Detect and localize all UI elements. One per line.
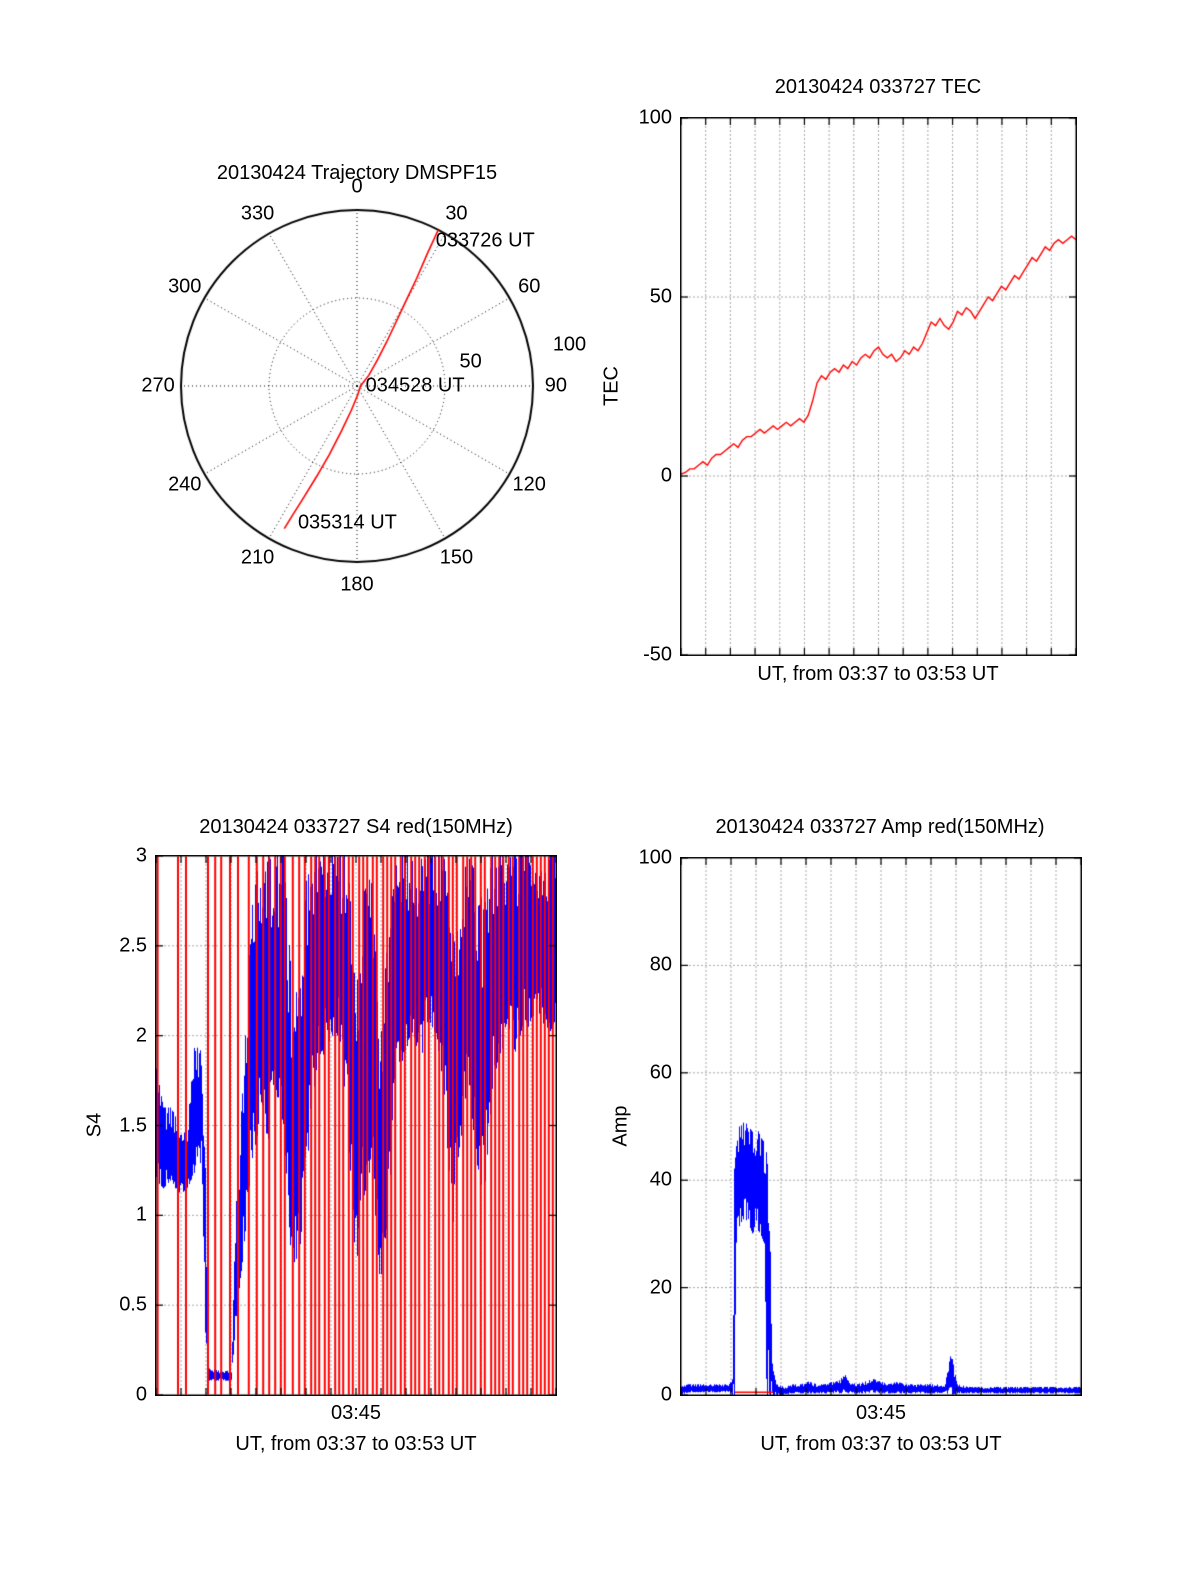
polar-azimuth-tick-210: 210 bbox=[240, 546, 275, 569]
polar-plot-canvas bbox=[157, 186, 557, 586]
polar-plot-title: 20130424 Trajectory DMSPF15 bbox=[216, 162, 498, 184]
amp-plot-title: 20130424 033727 Amp red(150MHz) bbox=[715, 816, 1045, 838]
tec-plot-canvas bbox=[680, 117, 1077, 656]
polar-azimuth-tick-180: 180 bbox=[340, 573, 374, 596]
amp-x-tick-label: 03:45 bbox=[855, 1402, 907, 1424]
amp-ytick-80: 80 bbox=[649, 953, 672, 976]
tec-ytick--50: -50 bbox=[643, 643, 672, 666]
s4-plot-title: 20130424 033727 S4 red(150MHz) bbox=[199, 816, 513, 838]
tec-ytick-50: 50 bbox=[649, 285, 672, 308]
tec-plot-title: 20130424 033727 TEC bbox=[774, 76, 982, 98]
polar-azimuth-tick-270: 270 bbox=[141, 374, 175, 397]
amp-x-axis-label: UT, from 03:37 to 03:53 UT bbox=[760, 1433, 1002, 1455]
polar-azimuth-tick-330: 330 bbox=[240, 202, 275, 225]
amp-y-axis-label: Amp bbox=[609, 1105, 632, 1147]
amp-ytick-40: 40 bbox=[649, 1168, 672, 1191]
s4-ytick-0: 0 bbox=[135, 1383, 147, 1406]
polar-radial-tick-50: 50 bbox=[459, 350, 482, 373]
s4-ytick-2: 2 bbox=[135, 1024, 147, 1047]
polar-azimuth-tick-300: 300 bbox=[168, 275, 202, 298]
tec-y-axis-label: TEC bbox=[600, 366, 623, 406]
polar-azimuth-tick-120: 120 bbox=[512, 473, 546, 496]
polar-azimuth-tick-90: 90 bbox=[544, 374, 567, 397]
s4-x-axis-label: UT, from 03:37 to 03:53 UT bbox=[235, 1433, 477, 1455]
polar-azimuth-tick-0: 0 bbox=[351, 175, 363, 198]
polar-azimuth-tick-30: 30 bbox=[445, 202, 468, 225]
polar-annotation-0: 033726 UT bbox=[435, 229, 535, 252]
s4-ytick-2.5: 2.5 bbox=[119, 934, 147, 957]
amp-ytick-0: 0 bbox=[660, 1383, 672, 1406]
tec-ytick-100: 100 bbox=[638, 106, 672, 129]
tec-x-axis-label: UT, from 03:37 to 03:53 UT bbox=[757, 663, 999, 685]
amp-ytick-100: 100 bbox=[638, 846, 672, 869]
s4-ytick-3: 3 bbox=[135, 844, 147, 867]
s4-x-tick-label: 03:45 bbox=[330, 1402, 382, 1424]
amp-ytick-60: 60 bbox=[649, 1061, 672, 1084]
amp-plot-canvas bbox=[680, 857, 1082, 1396]
polar-azimuth-tick-150: 150 bbox=[439, 546, 474, 569]
polar-radial-tick-100: 100 bbox=[552, 333, 587, 356]
s4-plot-canvas bbox=[155, 855, 557, 1396]
polar-azimuth-tick-60: 60 bbox=[518, 275, 541, 298]
s4-ytick-1: 1 bbox=[135, 1203, 147, 1226]
polar-annotation-2: 035314 UT bbox=[297, 511, 397, 534]
s4-ytick-0.5: 0.5 bbox=[119, 1293, 147, 1316]
tec-ytick-0: 0 bbox=[660, 464, 672, 487]
amp-ytick-20: 20 bbox=[649, 1276, 672, 1299]
s4-ytick-1.5: 1.5 bbox=[119, 1114, 147, 1136]
polar-annotation-1: 034528 UT bbox=[365, 374, 465, 397]
polar-azimuth-tick-240: 240 bbox=[168, 473, 202, 496]
